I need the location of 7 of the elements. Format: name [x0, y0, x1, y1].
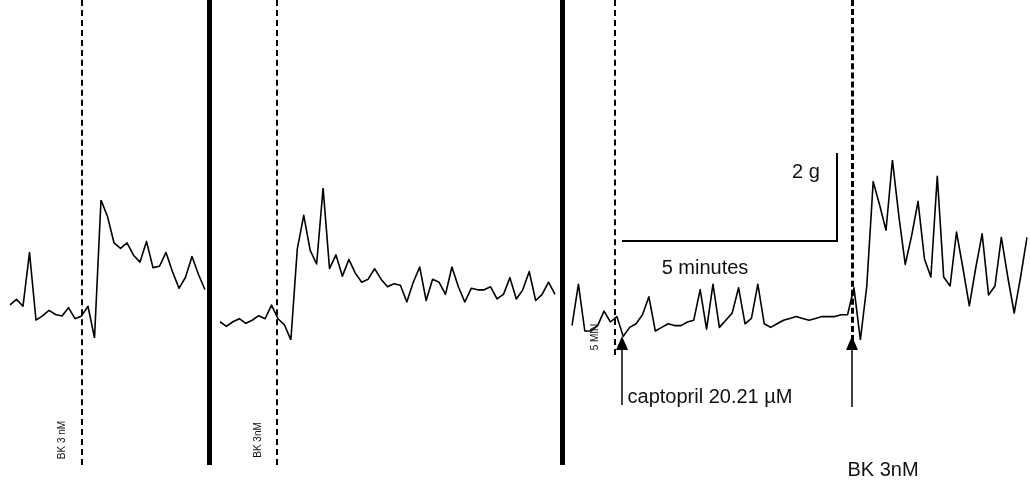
- annotation: 2 g: [792, 159, 820, 182]
- text: BK 3nM: [847, 457, 919, 480]
- text: captopril 20.21 µM: [627, 384, 793, 407]
- annotation: 5 minutes: [661, 255, 749, 278]
- text: BK 3 nM: [55, 420, 67, 460]
- annotation: 5 MIN: [588, 323, 600, 351]
- text: BK 3nM: [251, 422, 263, 458]
